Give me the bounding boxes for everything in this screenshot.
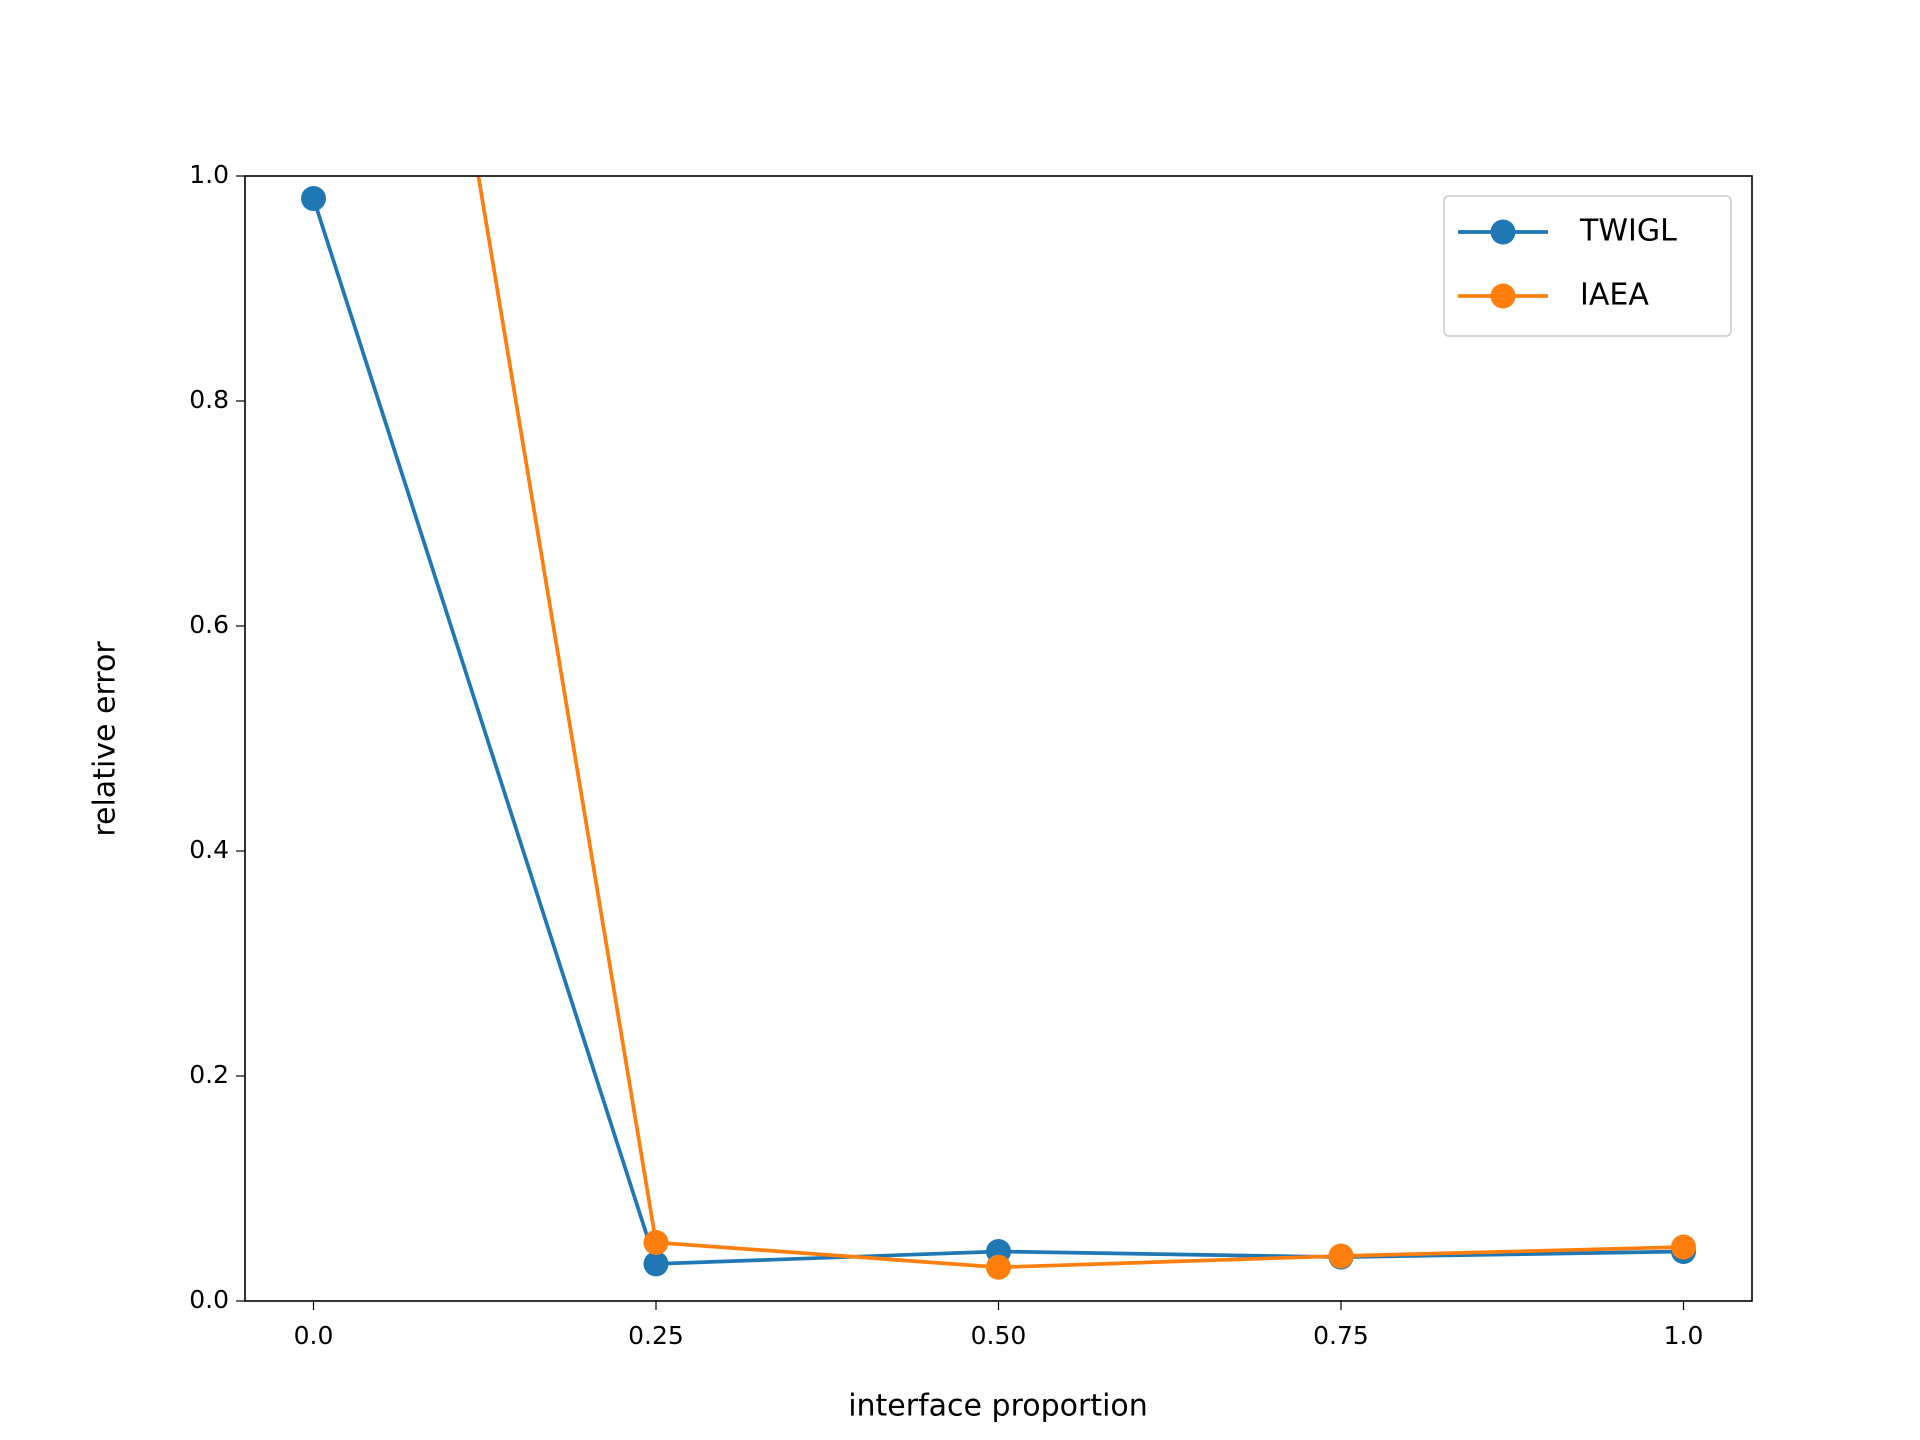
- y-tick-label: 0.6: [189, 610, 229, 639]
- data-point: [986, 1254, 1011, 1280]
- series-line: [311, 197, 1684, 1266]
- y-tick-label: 0.4: [189, 835, 229, 864]
- data-point: [1671, 1234, 1696, 1260]
- data-point: [1328, 1243, 1354, 1269]
- data-point: [301, 186, 326, 211]
- data-point: [643, 1251, 669, 1277]
- y-tick-label: 0.8: [189, 385, 229, 414]
- y-tick-label: 1.0: [189, 160, 229, 189]
- legend-label: IAEA: [1580, 278, 1649, 313]
- plot-area: [301, 176, 1696, 1280]
- y-tick-label: 0.0: [189, 1285, 229, 1314]
- y-tick-label: 0.2: [189, 1060, 229, 1089]
- data-point: [643, 1230, 669, 1255]
- plot-frame: [244, 175, 1753, 1302]
- legend-marker: [1490, 283, 1516, 309]
- x-tick-label: 0.25: [628, 1321, 684, 1350]
- y-axis-label: relative error: [88, 641, 123, 837]
- x-tick-label: 0.0: [294, 1321, 334, 1350]
- x-tick-label: 1.0: [1664, 1321, 1704, 1350]
- legend-marker: [1490, 219, 1516, 245]
- x-axis-label: interface proportion: [848, 1389, 1148, 1424]
- legend-label: TWIGL: [1579, 214, 1677, 249]
- x-tick-label: 0.50: [971, 1321, 1027, 1350]
- series-line: [476, 176, 1684, 1270]
- x-tick-label: 0.75: [1313, 1321, 1369, 1350]
